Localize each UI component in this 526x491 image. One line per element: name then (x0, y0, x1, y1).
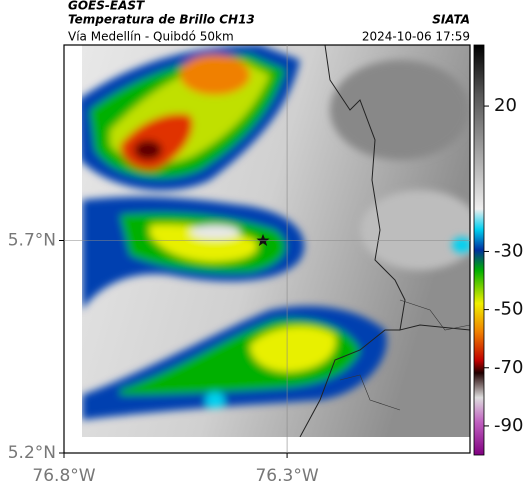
satellite: GOES-EAST (68, 0, 145, 13)
x-tick-label: 76.8°W (32, 466, 95, 486)
satellite-image (82, 45, 470, 437)
map-frame (63, 44, 471, 454)
colorbar-tick-label: -50 (494, 299, 523, 320)
y-tick-label: 5.2°N (8, 443, 56, 463)
location-marker (256, 234, 270, 246)
product: Temperatura de Brillo CH13 (68, 13, 255, 27)
colorbar-tick-label: -90 (494, 415, 523, 436)
region: Vía Medellín - Quibdó 50km (68, 30, 234, 44)
source: SIATA (432, 13, 470, 27)
x-tick-label: 76.3°W (255, 466, 318, 486)
colorbar-tick-label: -70 (494, 357, 523, 378)
colorbar (473, 44, 485, 456)
timestamp: 2024-10-06 17:59 (362, 30, 470, 44)
colorbar-tick-label: -30 (494, 240, 523, 261)
axes: 76.8°W 76.3°W 5.7°N 5.2°N 20 -30 -50 -70 -90 (8, 45, 523, 486)
colorbar-tick-label: 20 (494, 95, 517, 116)
y-tick-label: 5.7°N (8, 231, 56, 251)
